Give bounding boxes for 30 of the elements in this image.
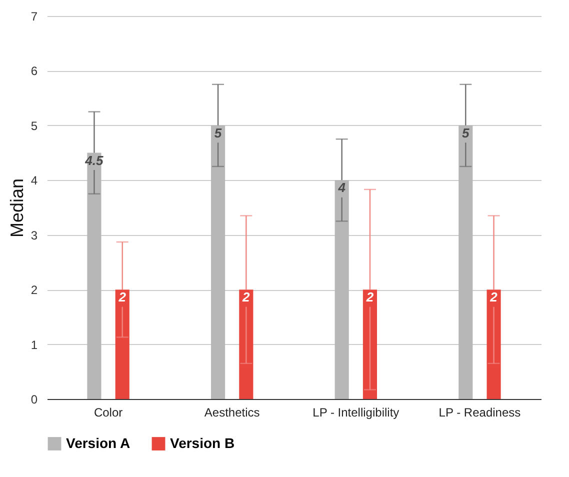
x-tick-label: LP - Intelligibility — [312, 406, 400, 420]
bar — [115, 290, 130, 399]
legend-label: Version B — [170, 434, 235, 451]
bar — [239, 290, 254, 399]
legend-label: Version A — [66, 434, 130, 451]
y-axis-title: Median — [6, 178, 27, 238]
data-label: 5 — [462, 125, 470, 140]
x-tick-label: Color — [94, 406, 123, 420]
data-label: 2 — [365, 290, 374, 305]
bar — [210, 125, 226, 399]
data-label: 2 — [489, 290, 498, 305]
y-tick-label: 4 — [30, 174, 38, 188]
y-tick-label: 2 — [30, 283, 38, 298]
y-tick-label: 0 — [30, 392, 38, 406]
data-label: 2 — [118, 290, 127, 305]
bar — [87, 152, 102, 399]
bar — [486, 290, 501, 399]
bar — [334, 180, 349, 399]
x-tick-label: Aesthetics — [204, 406, 260, 420]
y-tick-label: 1 — [30, 338, 38, 352]
y-tick-label: 6 — [30, 64, 38, 78]
data-label: 4 — [337, 180, 346, 196]
y-tick-label: 7 — [30, 10, 38, 24]
data-label: 2 — [242, 290, 251, 305]
y-tick-label: 3 — [30, 228, 38, 242]
y-tick-label: 5 — [30, 118, 38, 133]
bar — [458, 125, 473, 399]
x-tick-label: LP - Readiness — [438, 406, 521, 420]
bar — [362, 290, 378, 399]
data-label: 5 — [214, 125, 222, 140]
